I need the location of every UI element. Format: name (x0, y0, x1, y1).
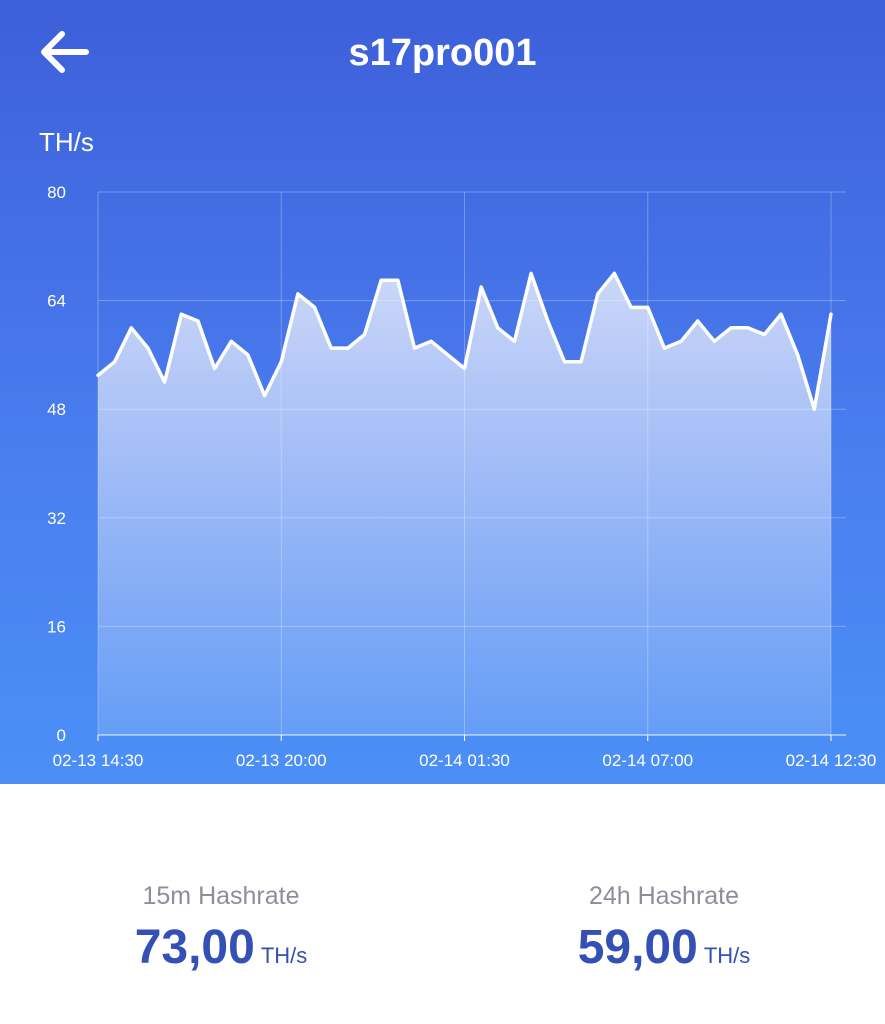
hashrate-point (431, 341, 432, 342)
hashrate-point (114, 361, 115, 362)
stat-24h-unit: TH/s (703, 943, 751, 968)
hashrate-point (314, 307, 315, 308)
hashrate-point (264, 395, 265, 396)
back-button[interactable] (38, 30, 90, 74)
hashrate-chart: 0 16 32 48 64 80 02-13 14:30 02-13 20:00 02-14 0… (47, 183, 877, 770)
hashrate-point (381, 280, 382, 281)
stat-24h: 24h Hashrate 59,00 TH/s (499, 880, 829, 978)
hashrate-point (481, 287, 482, 288)
hashrate-point (464, 368, 465, 369)
hashrate-point (447, 354, 448, 355)
hashrate-point (581, 361, 582, 362)
hashrate-point (831, 314, 832, 315)
arrow-left-icon (41, 31, 89, 73)
hashrate-point (164, 382, 165, 383)
hashrate-point (131, 327, 132, 328)
hashrate-point (497, 327, 498, 328)
page-title: s17pro001 (348, 32, 537, 74)
x-tick-label: 02-13 14:30 (53, 751, 144, 770)
x-tick-label: 02-14 07:00 (602, 751, 693, 770)
hashrate-point (364, 334, 365, 335)
stat-24h-value-row: 59,00 TH/s (499, 918, 829, 978)
hashrate-point (631, 307, 632, 308)
hashrate-point (347, 348, 348, 349)
x-tick-label: 02-13 20:00 (236, 751, 327, 770)
y-tick-label: 16 (47, 617, 66, 636)
stats-panel: 15m Hashrate 73,00 TH/s 24h Hashrate 59,0… (0, 784, 885, 1024)
hashrate-line (96, 271, 833, 411)
hashrate-point (797, 354, 798, 355)
hashrate-point (397, 280, 398, 281)
hashrate-point (681, 341, 682, 342)
header: s17pro001 TH/s 0 16 32 48 64 80 02-13 14:30 02-… (0, 0, 885, 784)
x-tick-label: 02-14 12:30 (786, 751, 877, 770)
hashrate-point (414, 348, 415, 349)
y-axis-unit-label: TH/s (39, 127, 94, 157)
hashrate-point (747, 327, 748, 328)
y-tick-label: 64 (47, 292, 66, 311)
y-tick-label: 48 (47, 400, 66, 419)
y-tick-label: 0 (57, 726, 66, 745)
hashrate-point (697, 320, 698, 321)
hashrate-point (514, 341, 515, 342)
hashrate-point (231, 341, 232, 342)
hashrate-point (297, 293, 298, 294)
hashrate-point (614, 273, 615, 274)
hashrate-point (331, 348, 332, 349)
hashrate-point (564, 361, 565, 362)
y-tick-label: 80 (47, 183, 66, 202)
y-tick-label: 32 (47, 509, 66, 528)
hashrate-point (247, 354, 248, 355)
hashrate-point (214, 368, 215, 369)
hashrate-point (547, 320, 548, 321)
stat-15m-label: 15m Hashrate (142, 882, 300, 910)
hashrate-point (281, 361, 282, 362)
hashrate-point (731, 327, 732, 328)
hashrate-point (197, 320, 198, 321)
stat-15m-unit: TH/s (260, 943, 308, 968)
hashrate-point (98, 375, 99, 376)
hashrate-point (181, 314, 182, 315)
hashrate-point (814, 409, 815, 410)
stat-15m-value: 73,00 (134, 921, 255, 974)
stat-15m-value-row: 73,00 TH/s (56, 918, 386, 978)
hashrate-point (714, 341, 715, 342)
hashrate-point (664, 348, 665, 349)
stat-24h-label: 24h Hashrate (588, 882, 740, 910)
stat-24h-value: 59,00 (577, 921, 698, 974)
stat-15m: 15m Hashrate 73,00 TH/s (56, 880, 386, 978)
hashrate-area (98, 273, 831, 735)
hashrate-point (764, 334, 765, 335)
hashrate-point (647, 307, 648, 308)
hashrate-point (147, 348, 148, 349)
hashrate-point (531, 273, 532, 274)
hashrate-point (597, 293, 598, 294)
hashrate-point (781, 314, 782, 315)
x-tick-label: 02-14 01:30 (419, 751, 510, 770)
